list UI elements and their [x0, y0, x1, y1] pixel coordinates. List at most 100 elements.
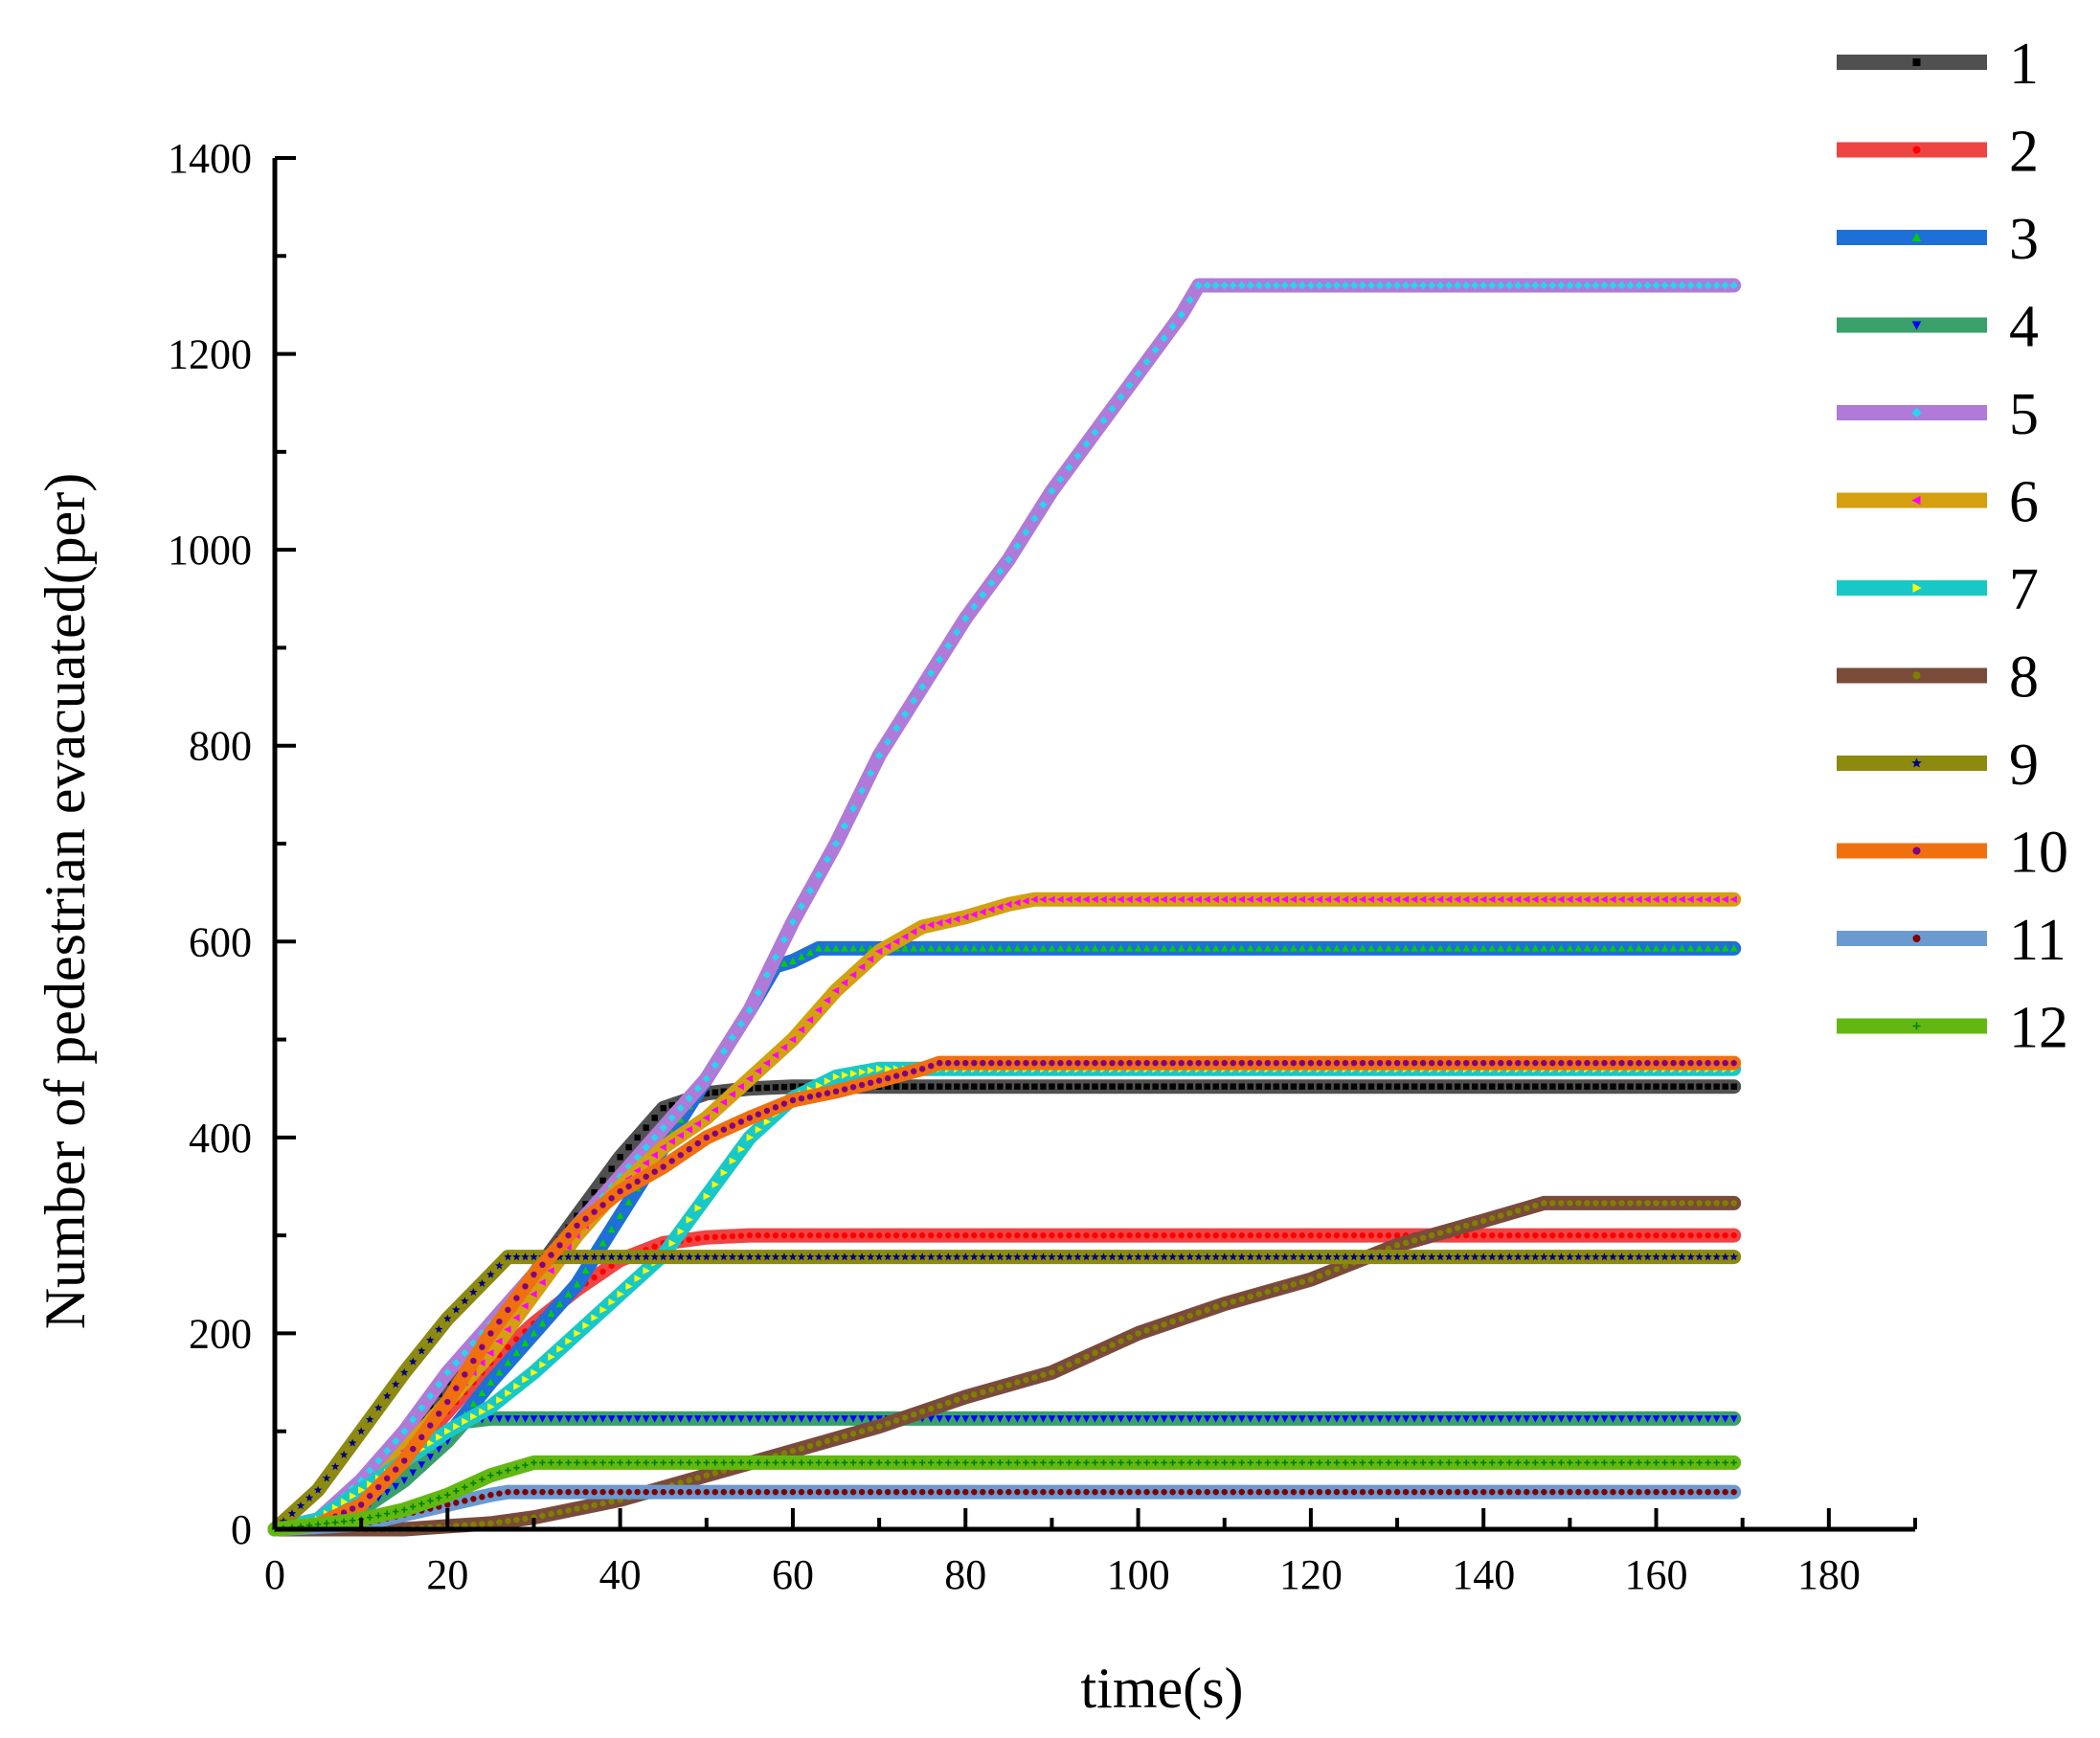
series-4-marker	[1445, 1415, 1453, 1423]
series-6-marker	[1220, 895, 1228, 904]
series-1-marker	[1161, 1083, 1167, 1090]
series-8-marker	[928, 1405, 935, 1412]
series-11-marker	[531, 1488, 537, 1496]
series-3-marker	[927, 944, 936, 952]
series-1-marker	[1661, 1083, 1668, 1090]
series-1-marker	[1558, 1083, 1565, 1090]
legend-label: 12	[2009, 996, 2068, 1061]
series-10-marker	[496, 1318, 503, 1325]
series-9-marker	[779, 1253, 789, 1261]
series-7-marker	[539, 1361, 547, 1368]
series-9-marker	[461, 1297, 469, 1305]
series-9-marker	[745, 1253, 755, 1261]
series-10-marker	[1367, 1059, 1375, 1067]
series-4-marker	[1056, 1415, 1065, 1423]
series-7-marker	[608, 1298, 616, 1306]
series-7-marker	[625, 1282, 633, 1291]
series-10-marker	[548, 1252, 554, 1258]
series-6-marker	[754, 1067, 762, 1075]
series-5-marker	[1686, 281, 1695, 290]
series-4-marker	[1022, 1415, 1030, 1423]
series-6-marker	[1160, 895, 1167, 904]
series-5-marker	[1652, 281, 1660, 290]
series-2-marker	[1367, 1231, 1375, 1239]
series-8-marker	[824, 1437, 831, 1445]
series-5-marker	[1005, 555, 1013, 564]
series-12-marker	[331, 1519, 339, 1526]
series-3-marker	[1211, 944, 1220, 952]
series-6-marker	[745, 1074, 754, 1083]
series-1-marker	[1532, 1083, 1539, 1090]
series-2-marker	[1584, 1231, 1591, 1239]
series-10-marker	[980, 1059, 986, 1067]
series-11-marker	[1057, 1488, 1064, 1496]
series-1-marker	[720, 1088, 728, 1095]
series-1-marker	[1238, 1083, 1245, 1090]
series-12-marker	[1498, 1459, 1504, 1466]
series-9-marker	[1427, 1253, 1436, 1261]
series-3-marker	[979, 944, 987, 952]
series-1-marker	[1350, 1083, 1358, 1090]
series-11-marker	[1264, 1488, 1272, 1496]
series-1-marker	[1489, 1083, 1496, 1090]
series-9-marker	[573, 1253, 581, 1261]
series-6-marker	[788, 1035, 797, 1044]
series-1-marker	[1713, 1083, 1720, 1090]
series-4-marker	[780, 1415, 788, 1423]
series-2-marker	[1212, 1231, 1219, 1239]
series-1-marker	[668, 1101, 675, 1109]
series-2-marker	[849, 1231, 857, 1239]
series-9-marker	[1065, 1253, 1073, 1261]
series-6-marker	[1099, 895, 1107, 904]
series-4-marker	[944, 1415, 953, 1423]
series-9-marker	[1323, 1253, 1333, 1261]
series-10-marker	[1713, 1059, 1720, 1067]
series-10-marker	[582, 1215, 589, 1222]
series-4-marker	[1514, 1415, 1523, 1423]
series-6-marker	[1280, 895, 1289, 904]
series-7-marker	[703, 1192, 711, 1201]
series-3-marker	[624, 1198, 633, 1206]
series-1-marker	[1653, 1083, 1660, 1090]
series-4-marker	[504, 1415, 512, 1423]
series-8-marker	[1281, 1283, 1289, 1291]
x-axis-title: time(s)	[1081, 1657, 1244, 1720]
series-4-marker	[1220, 1415, 1229, 1423]
series-2-marker	[1601, 1231, 1608, 1239]
series-12-marker	[505, 1467, 511, 1474]
series-5-marker	[1229, 281, 1237, 290]
series-10-marker	[945, 1059, 952, 1067]
series-5-marker	[840, 822, 849, 830]
series-11-marker	[1601, 1488, 1608, 1496]
series-8-marker	[1445, 1227, 1453, 1234]
series-3-marker	[1254, 944, 1263, 952]
series-12-marker	[746, 1459, 754, 1466]
series-8-marker	[462, 1522, 468, 1528]
series-4-marker	[1479, 1415, 1488, 1423]
series-6-marker	[1229, 895, 1236, 904]
series-5-marker	[1134, 369, 1142, 378]
series-8-marker	[548, 1510, 554, 1518]
series-5-marker	[1022, 528, 1030, 536]
series-3-marker	[469, 1399, 478, 1408]
series-4-marker	[1307, 1415, 1315, 1423]
series-5-marker	[1082, 440, 1091, 448]
series-6-marker	[1454, 895, 1461, 904]
series-8-marker	[1644, 1200, 1651, 1207]
series-12-marker	[945, 1459, 952, 1466]
series-2-marker	[1290, 1231, 1298, 1239]
series-8-marker	[832, 1435, 840, 1442]
series-4-marker	[987, 1415, 996, 1423]
series-8-marker	[945, 1399, 952, 1407]
series-8-marker	[954, 1396, 960, 1404]
series-7-marker	[349, 1492, 357, 1501]
series-5-marker	[1289, 281, 1298, 290]
series-6-marker	[892, 937, 900, 946]
series-1-marker	[617, 1154, 623, 1161]
series-7-marker	[720, 1168, 728, 1177]
series-9-marker	[1410, 1253, 1419, 1261]
series-6-marker	[814, 1006, 823, 1014]
series-12-marker	[496, 1469, 503, 1477]
series-4-marker	[772, 1415, 779, 1423]
series-9-marker	[1073, 1253, 1082, 1261]
